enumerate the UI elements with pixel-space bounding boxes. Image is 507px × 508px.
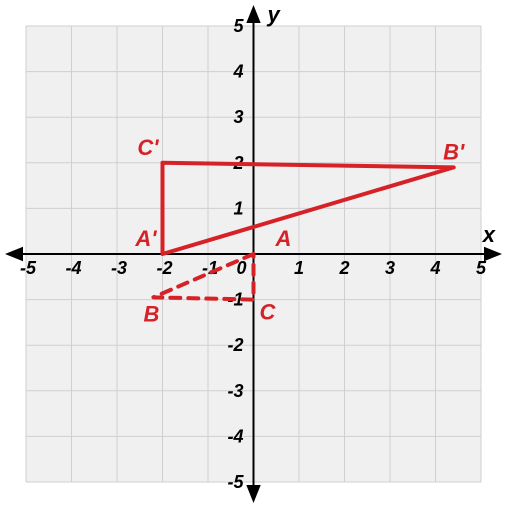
x-tick-label: 4	[429, 258, 440, 278]
x-axis-label: x	[482, 222, 496, 247]
y-tick-label: -3	[227, 381, 243, 401]
y-tick-label: -5	[227, 472, 244, 492]
y-tick-label: -4	[227, 426, 243, 446]
y-tick-label: 4	[232, 62, 243, 82]
chart-svg: -5-4-3-2-101234512345-1-2-3-4-5xyA'B'C'A…	[0, 0, 507, 508]
x-tick-label: -3	[111, 258, 127, 278]
axis-arrowhead	[484, 247, 502, 261]
y-tick-label: 5	[233, 16, 244, 36]
point-label: C	[260, 300, 277, 325]
x-tick-label: 5	[476, 258, 487, 278]
x-tick-label: 1	[294, 258, 304, 278]
point-label: C'	[137, 135, 159, 160]
point-label: B'	[443, 139, 465, 164]
x-tick-label: -5	[20, 258, 37, 278]
y-tick-label: 3	[233, 107, 243, 127]
axis-arrowhead	[246, 485, 260, 503]
point-label: A'	[134, 226, 157, 251]
y-tick-label: -2	[227, 335, 243, 355]
x-tick-label: 3	[385, 258, 395, 278]
point-label: B	[143, 301, 159, 326]
x-tick-label: -4	[65, 258, 81, 278]
coordinate-plane-chart: -5-4-3-2-101234512345-1-2-3-4-5xyA'B'C'A…	[0, 0, 507, 508]
x-tick-label: -2	[156, 258, 172, 278]
y-tick-label: 1	[233, 198, 243, 218]
y-axis-label: y	[267, 2, 282, 27]
axis-arrowhead	[246, 5, 260, 23]
x-tick-label: 2	[338, 258, 349, 278]
point-label: A	[275, 226, 292, 251]
